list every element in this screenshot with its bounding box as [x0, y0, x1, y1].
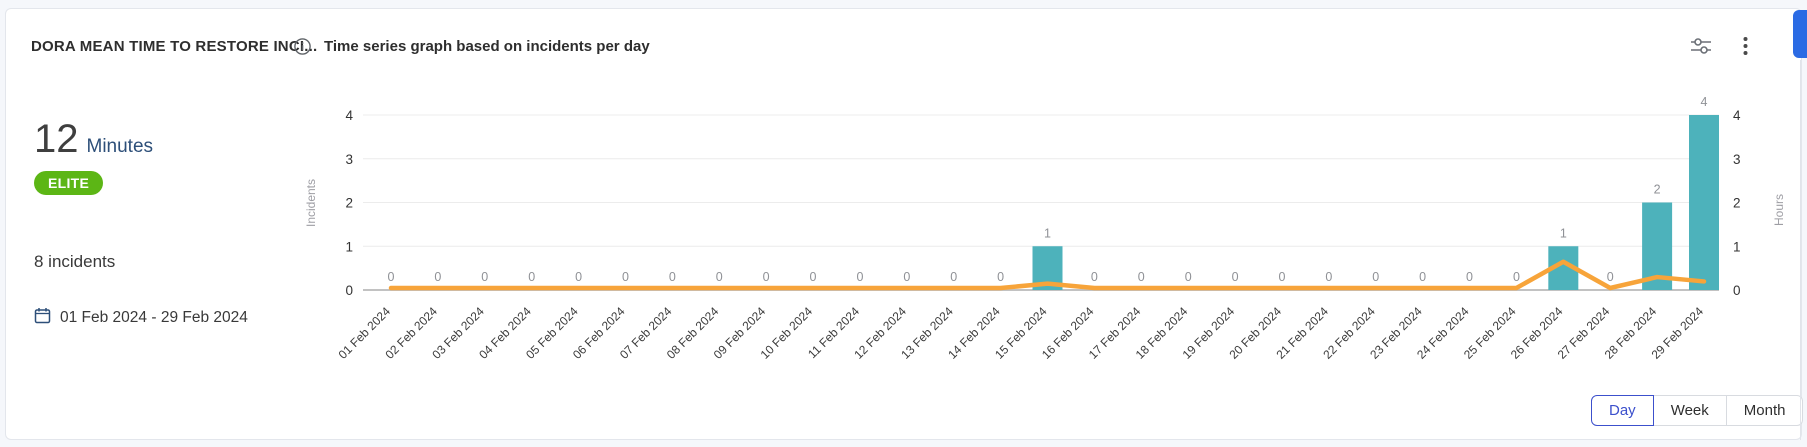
performance-badge: ELITE [34, 171, 104, 195]
data-label-16 Feb 2024: 0 [1091, 270, 1098, 284]
data-label-13 Feb 2024: 0 [950, 270, 957, 284]
date-range-text: 01 Feb 2024 - 29 Feb 2024 [60, 309, 248, 326]
left-tick-0: 0 [345, 283, 353, 298]
data-label-02 Feb 2024: 0 [434, 270, 441, 284]
incidents-total: 8 incidents [34, 252, 116, 271]
dora-mttr-widget-card: DORA MEAN TIME TO RESTORE INCI... Time s… [5, 8, 1804, 440]
bar-29 Feb 2024[interactable] [1689, 115, 1719, 290]
sliders-icon[interactable] [1690, 35, 1712, 57]
data-label-22 Feb 2024: 0 [1372, 270, 1379, 284]
data-label-29 Feb 2024: 4 [1701, 95, 1708, 109]
data-label-17 Feb 2024: 0 [1138, 270, 1145, 284]
timeseries-chart-svg: 0 0 1 1 2 2 3 3 4 4 Incidents Hours 0 0 0 0 0 0 0 0 0 0 0 0 0 0 1 0… [304, 95, 1786, 362]
data-label-09 Feb 2024: 0 [763, 270, 770, 284]
mttr-hours-line[interactable] [388, 259, 1707, 291]
kebab-menu-icon[interactable] [1734, 35, 1756, 57]
widget-title: DORA MEAN TIME TO RESTORE INCI... [31, 38, 318, 55]
data-label-21 Feb 2024: 0 [1325, 270, 1332, 284]
left-axis-label: Incidents [304, 179, 318, 227]
right-tick-0: 0 [1733, 283, 1741, 298]
data-label-27 Feb 2024: 0 [1607, 270, 1614, 284]
data-label-01 Feb 2024: 0 [388, 270, 395, 284]
data-label-10 Feb 2024: 0 [810, 270, 817, 284]
data-label-18 Feb 2024: 0 [1185, 270, 1192, 284]
data-label-28 Feb 2024: 2 [1654, 183, 1661, 197]
right-tick-4: 4 [1733, 108, 1741, 123]
right-tick-1: 1 [1733, 239, 1741, 254]
granularity-week-button[interactable]: Week [1652, 395, 1727, 426]
data-label-04 Feb 2024: 0 [528, 270, 535, 284]
chart-subtitle: Time series graph based on incidents per… [324, 38, 650, 55]
data-label-07 Feb 2024: 0 [669, 270, 676, 284]
mttr-value: 12 [34, 117, 79, 161]
side-panel-tab[interactable] [1793, 10, 1807, 58]
data-label-12 Feb 2024: 0 [903, 270, 910, 284]
calendar-icon [34, 307, 51, 329]
data-label-19 Feb 2024: 0 [1232, 270, 1239, 284]
right-tick-2: 2 [1733, 196, 1741, 211]
data-label-05 Feb 2024: 0 [575, 270, 582, 284]
left-tick-3: 3 [345, 152, 353, 167]
mttr-metric: 12 Minutes [34, 117, 153, 162]
scrollbar-track[interactable] [1800, 60, 1801, 440]
data-label-26 Feb 2024: 1 [1560, 226, 1567, 240]
mttr-unit: Minutes [86, 136, 154, 157]
info-icon[interactable] [294, 38, 311, 55]
granularity-month-button[interactable]: Month [1725, 395, 1804, 426]
left-tick-1: 1 [345, 239, 353, 254]
data-label-03 Feb 2024: 0 [481, 270, 488, 284]
right-axis-label: Hours [1772, 194, 1786, 226]
data-label-08 Feb 2024: 0 [716, 270, 723, 284]
data-label-14 Feb 2024: 0 [997, 270, 1004, 284]
left-tick-4: 4 [345, 108, 353, 123]
data-label-20 Feb 2024: 0 [1278, 270, 1285, 284]
granularity-day-button[interactable]: Day [1591, 395, 1654, 426]
date-range-row: 01 Feb 2024 - 29 Feb 2024 [34, 307, 248, 329]
left-tick-2: 2 [345, 196, 353, 211]
data-label-24 Feb 2024: 0 [1466, 270, 1473, 284]
data-label-15 Feb 2024: 1 [1044, 226, 1051, 240]
data-label-06 Feb 2024: 0 [622, 270, 629, 284]
right-tick-3: 3 [1733, 152, 1741, 167]
data-label-23 Feb 2024: 0 [1419, 270, 1426, 284]
granularity-control: Day Week Month [1591, 395, 1804, 426]
data-label-11 Feb 2024: 0 [856, 270, 863, 284]
chart: 0 0 1 1 2 2 3 3 4 4 Incidents Hours 0 0 0 0 0 0 0 0 0 0 0 0 0 0 1 0… [301, 75, 1806, 405]
data-label-25 Feb 2024: 0 [1513, 270, 1520, 284]
